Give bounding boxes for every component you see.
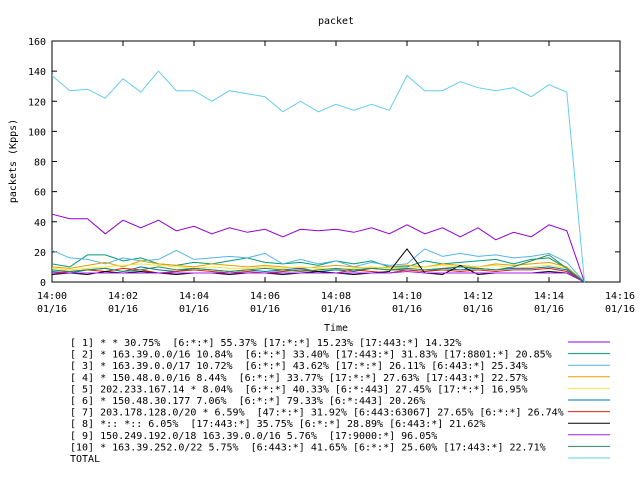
series-layer (51, 70, 585, 283)
axes-layer: 0 20 40 60 80 100 120 140 160 14:00 01/16 14:02 01/1… (28, 37, 635, 315)
legend-label: [ 7] 203.178.128.0/20 * 6.59% [47:*:*] 3… (70, 408, 564, 419)
legend-label: [ 2] * 163.39.0.0/16 10.84% [6:*:*] 33.4… (70, 350, 552, 361)
chart-title: packet (318, 16, 354, 27)
x-tick-label: 14:10 (392, 291, 422, 302)
x-tick-label: 14:14 (534, 291, 564, 302)
legend-label: [ 6] * 150.48.30.177 7.06% [6:*:*] 79.33… (70, 396, 425, 407)
y-tick-label: 20 (34, 248, 46, 259)
x-tick-label: 14:06 (250, 291, 280, 302)
x-tick-date-label: 01/16 (534, 304, 564, 315)
x-tick-label: 14:02 (108, 291, 138, 302)
legend-label: [ 3] * 163.39.0.0/17 10.72% [6:*:*] 43.6… (70, 361, 528, 372)
legend-label: TOTAL (70, 454, 100, 465)
x-tick-date-label: 01/16 (37, 304, 67, 315)
x-tick-date-label: 01/16 (321, 304, 351, 315)
legend-label: [ 5] 202.233.167.14 * 8.04% [6:*:*] 40.3… (70, 384, 528, 395)
series-line-9 (52, 270, 585, 283)
x-tick-date-label: 01/16 (179, 304, 209, 315)
legend-label: [ 1] * * 30.75% [6:*:*] 55.37% [17:*:*] … (70, 338, 461, 349)
legend-label: [ 8] *:: *:: 6.05% [17:443:*] 35.75% [6:… (70, 419, 485, 430)
series-line-11 (51, 70, 585, 283)
y-tick-label: 0 (40, 278, 46, 289)
x-tick-label: 14:08 (321, 291, 351, 302)
y-tick-label: 140 (28, 67, 46, 78)
y-tick-label: 60 (34, 188, 46, 199)
x-tick-date-label: 01/16 (463, 304, 493, 315)
series-line-4 (51, 260, 585, 283)
y-tick-label: 160 (28, 37, 46, 48)
y-tick-label: 100 (28, 127, 46, 138)
x-tick-date-label: 01/16 (605, 304, 635, 315)
x-tick-label: 14:12 (463, 291, 493, 302)
series-line-10 (51, 254, 585, 283)
legend-label: [ 4] * 150.48.0.0/16 8.44% [6:*:*] 33.77… (70, 373, 528, 384)
y-tick-label: 120 (28, 97, 46, 108)
series-line-1 (51, 213, 585, 283)
x-tick-label: 14:04 (179, 291, 209, 302)
x-tick-date-label: 01/16 (250, 304, 280, 315)
x-tick-label: 14:16 (605, 291, 635, 302)
x-axis-label: Time (324, 323, 348, 334)
x-tick-label: 14:00 (37, 291, 67, 302)
series-line-5 (51, 263, 585, 283)
y-axis-label: packets (Kpps) (8, 119, 19, 203)
x-tick-date-label: 01/16 (108, 304, 138, 315)
y-tick-label: 40 (34, 218, 46, 229)
plot-frame (51, 40, 621, 283)
y-tick-label: 80 (34, 158, 46, 169)
x-tick-date-label: 01/16 (392, 304, 422, 315)
legend: [ 1] * * 30.75% [6:*:*] 55.37% [17:*:*] … (70, 338, 610, 465)
legend-label: [10] * 163.39.252.0/22 5.75% [6:443:*] 4… (70, 442, 546, 453)
series-line-2 (51, 254, 585, 283)
legend-label: [ 9] 150.249.192.0/18 163.39.0.0/16 5.76… (70, 431, 437, 442)
